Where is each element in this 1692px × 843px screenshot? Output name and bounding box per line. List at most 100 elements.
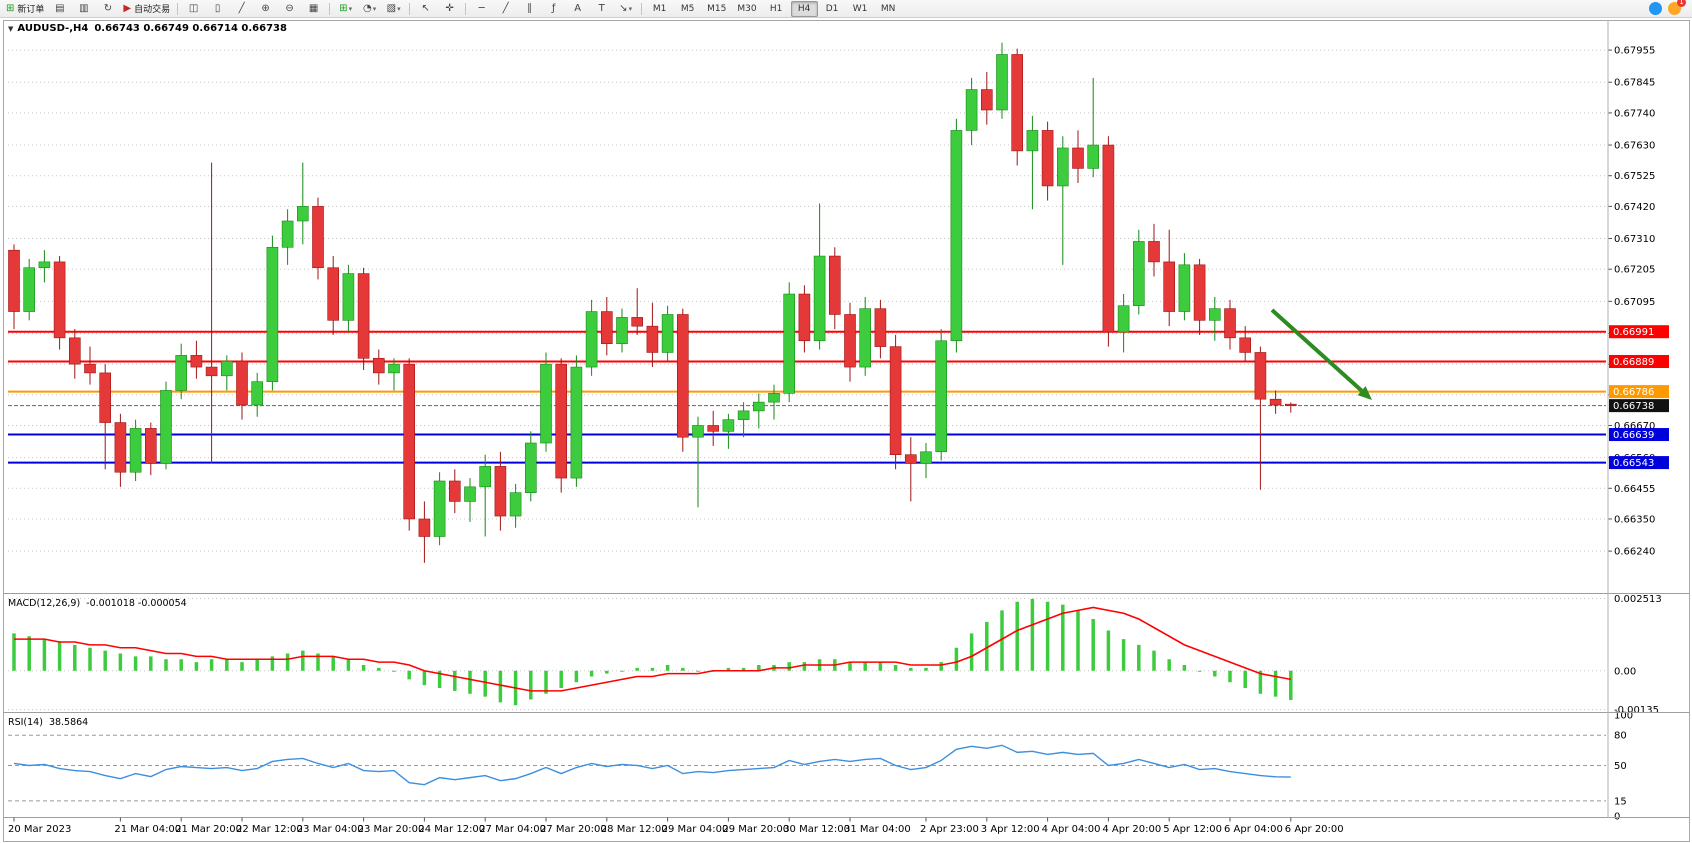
fibonacci-tool-button[interactable]: ƒ (542, 0, 565, 17)
chart-menu-icon[interactable]: ▼ (8, 25, 14, 33)
candle (935, 329, 948, 461)
macd-histogram-bar (240, 662, 244, 671)
refresh-button[interactable]: ↻ (96, 0, 119, 17)
candle (631, 288, 644, 335)
channel-icon: ∥ (527, 2, 533, 14)
candle (357, 267, 370, 370)
rsi-axis-label: 100 (1614, 711, 1633, 722)
macd-axis-label: 0.002513 (1614, 594, 1662, 605)
macd-histogram-bar (1045, 601, 1050, 671)
candle (692, 416, 704, 508)
timeframe-m30-button[interactable]: M30 (737, 3, 757, 14)
profiles-button[interactable]: ▥ (72, 0, 95, 17)
crosshair-button[interactable]: ✛ (438, 0, 461, 17)
macd-histogram-bar (954, 647, 959, 671)
zoom-in-button[interactable]: ⊕ (254, 0, 277, 17)
current-price-tag: 0.66738 (1609, 399, 1669, 413)
candle (479, 454, 492, 537)
price-axis-label: 0.66240 (1614, 547, 1655, 558)
macd-histogram-bar (164, 659, 168, 671)
candle (859, 296, 872, 376)
channel-tool-button[interactable]: ∥ (518, 0, 541, 17)
zoom-out-button[interactable]: ⊖ (278, 0, 301, 17)
candle (874, 299, 887, 359)
templates-button[interactable]: ▧ ▾ (382, 0, 405, 17)
candle (768, 384, 780, 420)
indicators-button[interactable]: ⊞ ▾ (334, 0, 357, 17)
macd-histogram-bar (331, 656, 335, 671)
time-axis-label: 4 Apr 04:00 (1042, 824, 1101, 835)
candlestick-chart-button[interactable]: ▯ (206, 0, 229, 17)
timeframe-h4-button[interactable]: H4 (790, 0, 818, 17)
macd-histogram-bar (909, 667, 913, 671)
macd-histogram-bar (589, 670, 594, 677)
hline-tool-button[interactable]: ─ (470, 0, 493, 17)
macd-histogram-bar (1061, 604, 1065, 671)
svg-text:0.66738: 0.66738 (1613, 401, 1654, 412)
macd-histogram-bar (635, 667, 639, 671)
trend-arrow-object[interactable] (1270, 308, 1372, 400)
candle (950, 118, 963, 353)
line-chart-button[interactable]: ╱ (230, 0, 253, 17)
cursor-button[interactable]: ↖ (414, 0, 437, 17)
svg-text:0.66543: 0.66543 (1613, 458, 1654, 469)
macd-histogram-bar (665, 665, 670, 671)
autotrade-button[interactable]: ▶ 自动交易 (120, 0, 173, 17)
candle (99, 364, 111, 470)
macd-histogram-bar (620, 670, 624, 672)
macd-histogram-bar (255, 659, 259, 671)
timeframe-mn-button[interactable]: MN (880, 3, 896, 14)
chart-window-frame (3, 20, 1690, 842)
time-axis-label: 27 Mar 04:00 (479, 824, 546, 835)
time-axis-label: 31 Mar 04:00 (844, 824, 911, 835)
macd-histogram-bar (498, 670, 503, 703)
bar-chart-button[interactable]: ◫ (182, 0, 205, 17)
time-axis-label: 5 Apr 12:00 (1163, 824, 1222, 835)
macd-histogram-bar (194, 662, 199, 671)
price-axis-label: 0.66455 (1614, 484, 1655, 495)
periods-button[interactable]: ◔ ▾ (358, 0, 381, 17)
timeframe-w1-button[interactable]: W1 (852, 3, 868, 14)
arrows-tool-button[interactable]: ↘ ▾ (614, 0, 637, 17)
candle (266, 235, 279, 391)
macd-histogram-bar (270, 656, 275, 671)
macd-histogram-bar (1137, 644, 1141, 671)
trendline-tool-button[interactable]: ╱ (494, 0, 517, 17)
macd-histogram-bar (924, 667, 928, 671)
charts-window-button[interactable]: ▤ (48, 0, 71, 17)
candle (1041, 121, 1054, 201)
tile-windows-icon: ▦ (308, 2, 319, 14)
timeframe-d1-button[interactable]: D1 (825, 3, 839, 14)
crosshair-icon: ✛ (445, 2, 454, 14)
candle (433, 472, 446, 546)
timeframe-m5-button[interactable]: M5 (680, 3, 695, 14)
candle (1269, 390, 1282, 414)
macd-histogram-bar (103, 650, 107, 671)
template-icon: ▧ (386, 2, 397, 14)
notifications-button[interactable]: 1 (1668, 0, 1686, 15)
line-price-tag: 0.66786 (1609, 385, 1669, 399)
candle (1285, 402, 1297, 413)
macd-histogram-bar (209, 659, 214, 671)
candle (752, 393, 765, 429)
community-button[interactable] (1649, 2, 1662, 15)
candle (722, 413, 735, 449)
macd-histogram-bar (437, 670, 442, 688)
candle (661, 305, 674, 362)
timeframe-h1-button[interactable]: H1 (769, 3, 783, 14)
time-axis-label: 6 Apr 04:00 (1224, 824, 1283, 835)
dropdown-arrow-icon: ▾ (628, 4, 633, 13)
label-tool-button[interactable]: T (590, 0, 613, 17)
new-order-button[interactable]: ⊞ 新订单 (3, 0, 47, 17)
text-tool-button[interactable]: A (566, 0, 589, 17)
new-order-button-label: 新订单 (17, 5, 45, 15)
timeframe-m15-button[interactable]: M15 (707, 3, 727, 14)
timeframe-m1-button[interactable]: M1 (652, 3, 667, 14)
candle (1193, 258, 1206, 335)
macd-histogram-bar (1167, 659, 1171, 671)
tile-windows-button[interactable]: ▦ (302, 0, 325, 17)
macd-histogram-bar (1076, 610, 1080, 671)
macd-histogram-bar (1030, 598, 1035, 671)
svg-text:0.66786: 0.66786 (1613, 387, 1654, 398)
